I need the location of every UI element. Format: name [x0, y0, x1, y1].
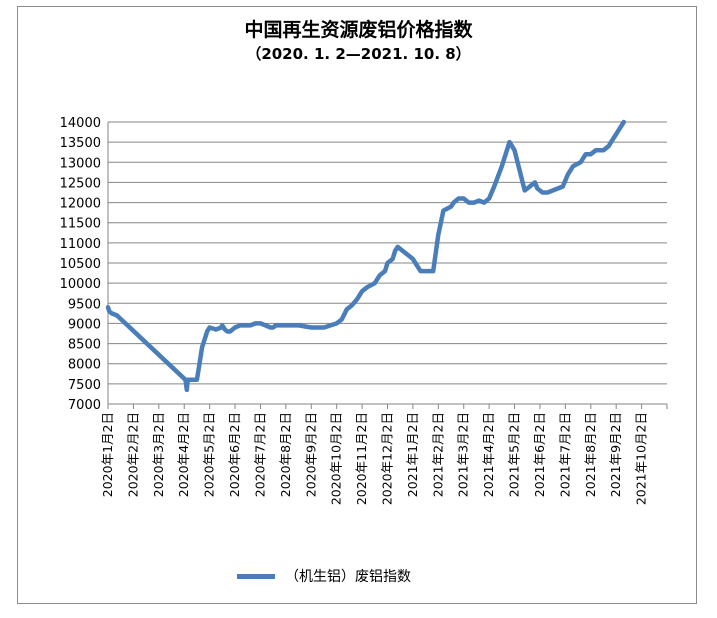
x-tick-label: 2020年6月2日 [227, 412, 242, 497]
grid-lines [107, 121, 668, 409]
x-tick-label: 2021年8月2日 [583, 412, 598, 497]
x-tick-label: 2021年10月2日 [634, 412, 649, 505]
x-tick-label: 2020年4月2日 [176, 412, 191, 497]
x-tick-label: 2020年3月2日 [151, 412, 166, 497]
y-tick-label: 7500 [68, 378, 101, 393]
y-tick-label: 9500 [68, 297, 101, 312]
y-tick-label: 8500 [68, 338, 101, 353]
x-tick-labels: 2020年1月2日 2020年2月2日 2020年3月2日 2020年4月2日 2020… [100, 412, 649, 505]
series-line-0 [105, 119, 627, 393]
series-group [105, 119, 627, 393]
y-tick-label: 14000 [60, 116, 101, 131]
x-tick-label: 2020年9月2日 [303, 412, 318, 497]
chart-frame [17, 6, 697, 604]
y-tick-label: 7000 [68, 398, 101, 413]
x-tick-label: 2021年3月2日 [456, 412, 471, 497]
legend-line-swatch [237, 573, 275, 579]
x-tick-label: 2020年8月2日 [278, 412, 293, 497]
x-tick-label: 2021年1月2日 [405, 412, 420, 497]
y-tick-label: 12500 [60, 176, 101, 191]
y-tick-label: 13500 [60, 136, 101, 151]
y-tick-label: 13000 [60, 156, 101, 171]
chart-subtitle: （2020. 1. 2—2021. 10. 8） [246, 45, 471, 63]
y-tick-label: 12000 [60, 197, 101, 212]
x-tick-label: 2020年12月2日 [380, 412, 395, 505]
legend: （机生铝）废铝指数 [237, 566, 411, 586]
y-tick-label: 9000 [68, 317, 101, 332]
x-tick-label: 2020年2月2日 [125, 412, 140, 497]
y-tick-label: 11500 [60, 217, 101, 232]
x-tick-label: 2021年4月2日 [481, 412, 496, 497]
x-tick-label: 2020年10月2日 [329, 412, 344, 505]
x-tick-label: 2020年1月2日 [100, 412, 115, 497]
x-tick-label: 2021年6月2日 [532, 412, 547, 497]
y-tick-labels: 7000 7500 8000 8500 9000 9500 10000 10500 11000 1… [60, 116, 101, 413]
y-tick-label: 10000 [60, 277, 101, 292]
y-tick-label: 10500 [60, 257, 101, 272]
y-tick-label: 11000 [60, 237, 101, 252]
y-tick-label: 8000 [68, 358, 101, 373]
chart-title: 中国再生资源废铝价格指数 [244, 19, 473, 41]
x-tick-label: 2021年7月2日 [557, 412, 572, 497]
x-tick-label: 2020年11月2日 [354, 412, 369, 505]
x-tick-label: 2021年9月2日 [608, 412, 623, 497]
x-tick-label: 2020年7月2日 [252, 412, 267, 497]
x-tick-label: 2021年2月2日 [430, 412, 445, 497]
x-tick-label: 2020年5月2日 [202, 412, 217, 497]
legend-label: （机生铝）废铝指数 [285, 569, 411, 585]
x-tick-label: 2021年5月2日 [507, 412, 522, 497]
